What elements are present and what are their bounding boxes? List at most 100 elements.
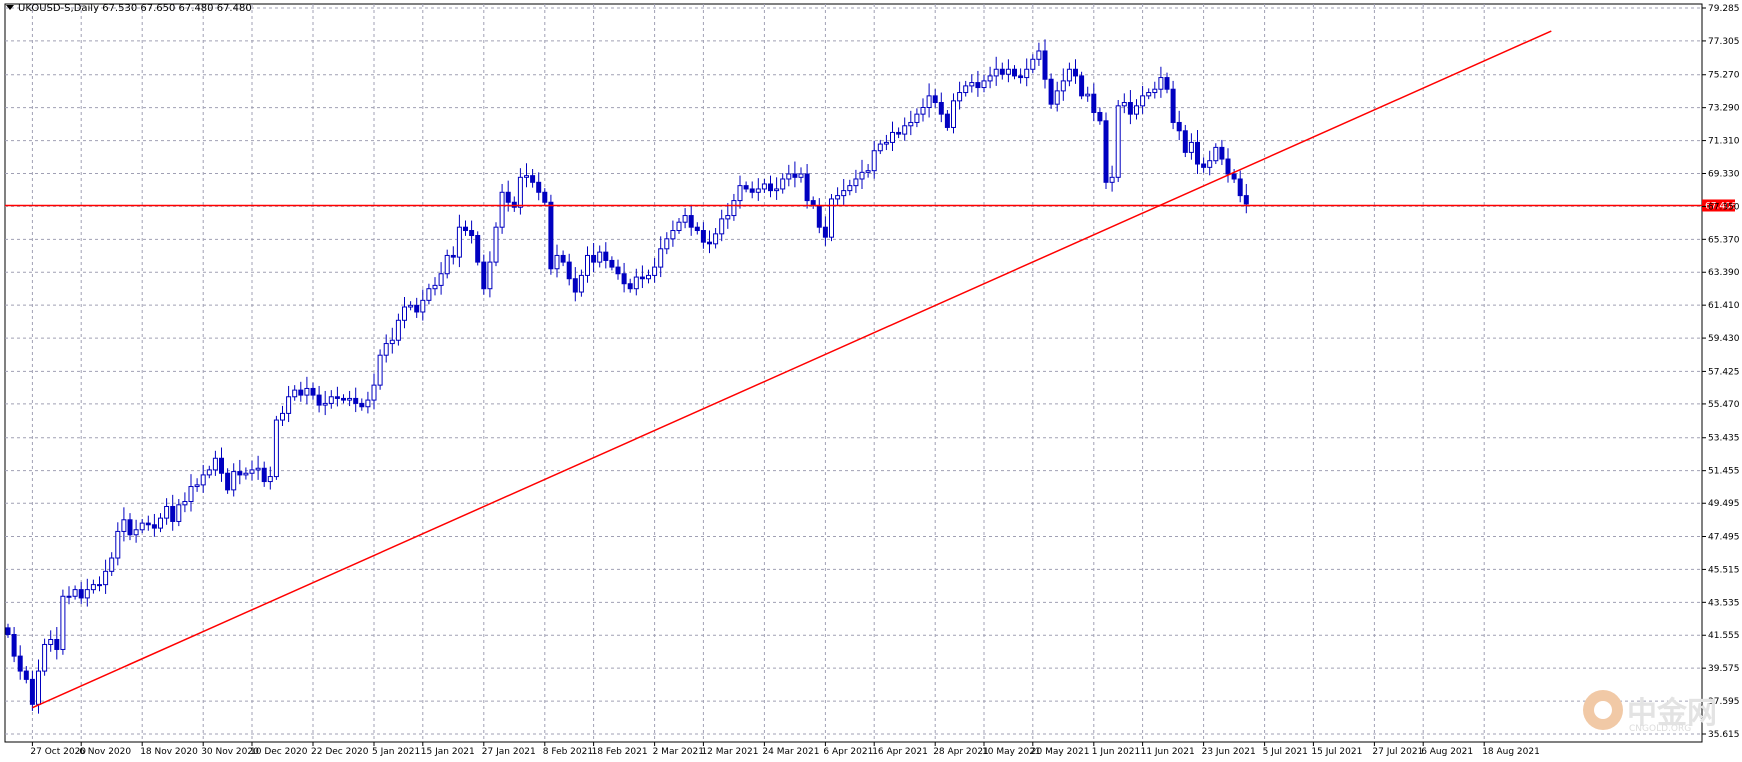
candle-bear <box>975 82 981 89</box>
candle-bear <box>1201 163 1207 168</box>
candle-bull <box>499 191 505 228</box>
candle-bear <box>5 627 11 636</box>
candle-bull <box>554 254 560 270</box>
x-tick-label: 2 Mar 2021 <box>653 747 704 757</box>
candle-bull <box>188 486 194 503</box>
candle-bear <box>792 173 798 178</box>
candle-bear <box>542 191 548 203</box>
y-tick-label: 59.430 <box>1708 334 1740 344</box>
candle-bear <box>341 397 346 401</box>
candle-bull <box>957 92 963 102</box>
candle-bull <box>1005 68 1011 75</box>
candle-bear <box>822 226 828 238</box>
candle-bull <box>206 469 212 476</box>
x-tick-label: 6 Apr 2021 <box>823 747 873 757</box>
candle-bear <box>1219 146 1225 160</box>
candle-bear <box>1012 68 1017 77</box>
candle-bull <box>292 389 298 398</box>
y-tick-label: 47.495 <box>1708 532 1740 542</box>
x-tick-label: 22 Dec 2020 <box>311 747 369 757</box>
candle-bear <box>603 251 609 261</box>
candle-bull <box>365 399 371 408</box>
x-tick-label: 1 Jun 2021 <box>1092 747 1140 757</box>
candle-bull <box>847 185 853 192</box>
candle-bull <box>969 82 975 87</box>
candle-bull <box>713 233 719 245</box>
candle-bear <box>1073 68 1078 77</box>
candle-bear <box>1231 173 1237 180</box>
candle-bull <box>212 457 218 471</box>
candle-bull <box>456 226 462 258</box>
candle-bull <box>853 178 859 187</box>
candle-bull <box>48 638 54 645</box>
candle-bear <box>999 68 1005 75</box>
candle-bull <box>322 402 328 406</box>
candle-bear <box>54 638 60 650</box>
candle-bull <box>395 319 401 341</box>
candle-bear <box>1048 78 1054 105</box>
x-tick-label: 12 Mar 2021 <box>701 747 758 757</box>
candle-bear <box>1195 141 1200 165</box>
candle-bull <box>664 238 670 250</box>
candle-bear <box>938 102 944 115</box>
candle-bear <box>572 278 578 293</box>
candle-bull <box>597 251 603 263</box>
y-tick-label: 63.390 <box>1708 268 1740 278</box>
candle-bear <box>475 235 481 263</box>
candle-bull <box>383 343 389 356</box>
x-tick-label: 11 Jun 2021 <box>1141 747 1195 757</box>
candle-bull <box>1188 141 1194 153</box>
candle-bull <box>1036 50 1042 60</box>
candle-bull <box>84 589 90 599</box>
candle-bear <box>450 254 456 258</box>
candle-bear <box>359 402 365 408</box>
x-tick-label: 10 May 2021 <box>982 747 1041 757</box>
candle-bear <box>816 205 822 228</box>
y-tick-label: 69.330 <box>1708 169 1740 179</box>
candle-bear <box>743 185 749 190</box>
candle-bull <box>1158 77 1164 90</box>
candle-bear <box>1170 88 1176 123</box>
candle-bear <box>615 266 621 275</box>
y-tick-label: 37.595 <box>1708 697 1740 707</box>
candle-bear <box>688 215 694 228</box>
candle-bear <box>298 389 304 396</box>
candle-bull <box>1030 58 1036 70</box>
candle-bull <box>72 589 78 597</box>
y-tick-label: 49.495 <box>1708 499 1740 509</box>
candle-bear <box>591 254 597 263</box>
grid <box>5 4 1702 742</box>
y-tick-label: 39.575 <box>1708 664 1740 674</box>
candle-bull <box>902 125 908 135</box>
candle-bull <box>389 339 395 345</box>
y-tick-label: 35.615 <box>1708 730 1740 740</box>
candle-bear <box>1091 93 1097 113</box>
candle-bull <box>273 419 279 478</box>
candles <box>5 39 1249 714</box>
y-tick-label: 71.310 <box>1708 137 1740 147</box>
candle-bear <box>707 241 712 245</box>
candle-bear <box>145 522 151 526</box>
candle-bull <box>725 215 731 220</box>
watermark: 中金网 CNGOLD.ORG <box>1583 688 1717 734</box>
candle-bear <box>481 261 487 290</box>
candle-bull <box>676 221 682 232</box>
dropdown-triangle-icon[interactable] <box>6 5 14 10</box>
candle-bull <box>109 557 115 572</box>
candle-bull <box>60 595 66 650</box>
x-tick-label: 28 Apr 2021 <box>933 747 989 757</box>
symbol-header: UKOUSD-S,Daily 67.530 67.650 67.480 67.4… <box>6 3 252 14</box>
candle-bull <box>426 288 432 301</box>
candle-bull <box>97 584 102 587</box>
candle-bull <box>1054 90 1060 105</box>
candle-bear <box>566 261 572 280</box>
candle-bull <box>981 80 987 89</box>
candle-bear <box>536 181 542 193</box>
candle-bear <box>609 259 615 268</box>
y-tick-label: 67.350 <box>1708 202 1740 212</box>
candle-bear <box>78 589 84 599</box>
candle-bull <box>914 113 920 123</box>
candle-bull <box>1152 88 1158 94</box>
